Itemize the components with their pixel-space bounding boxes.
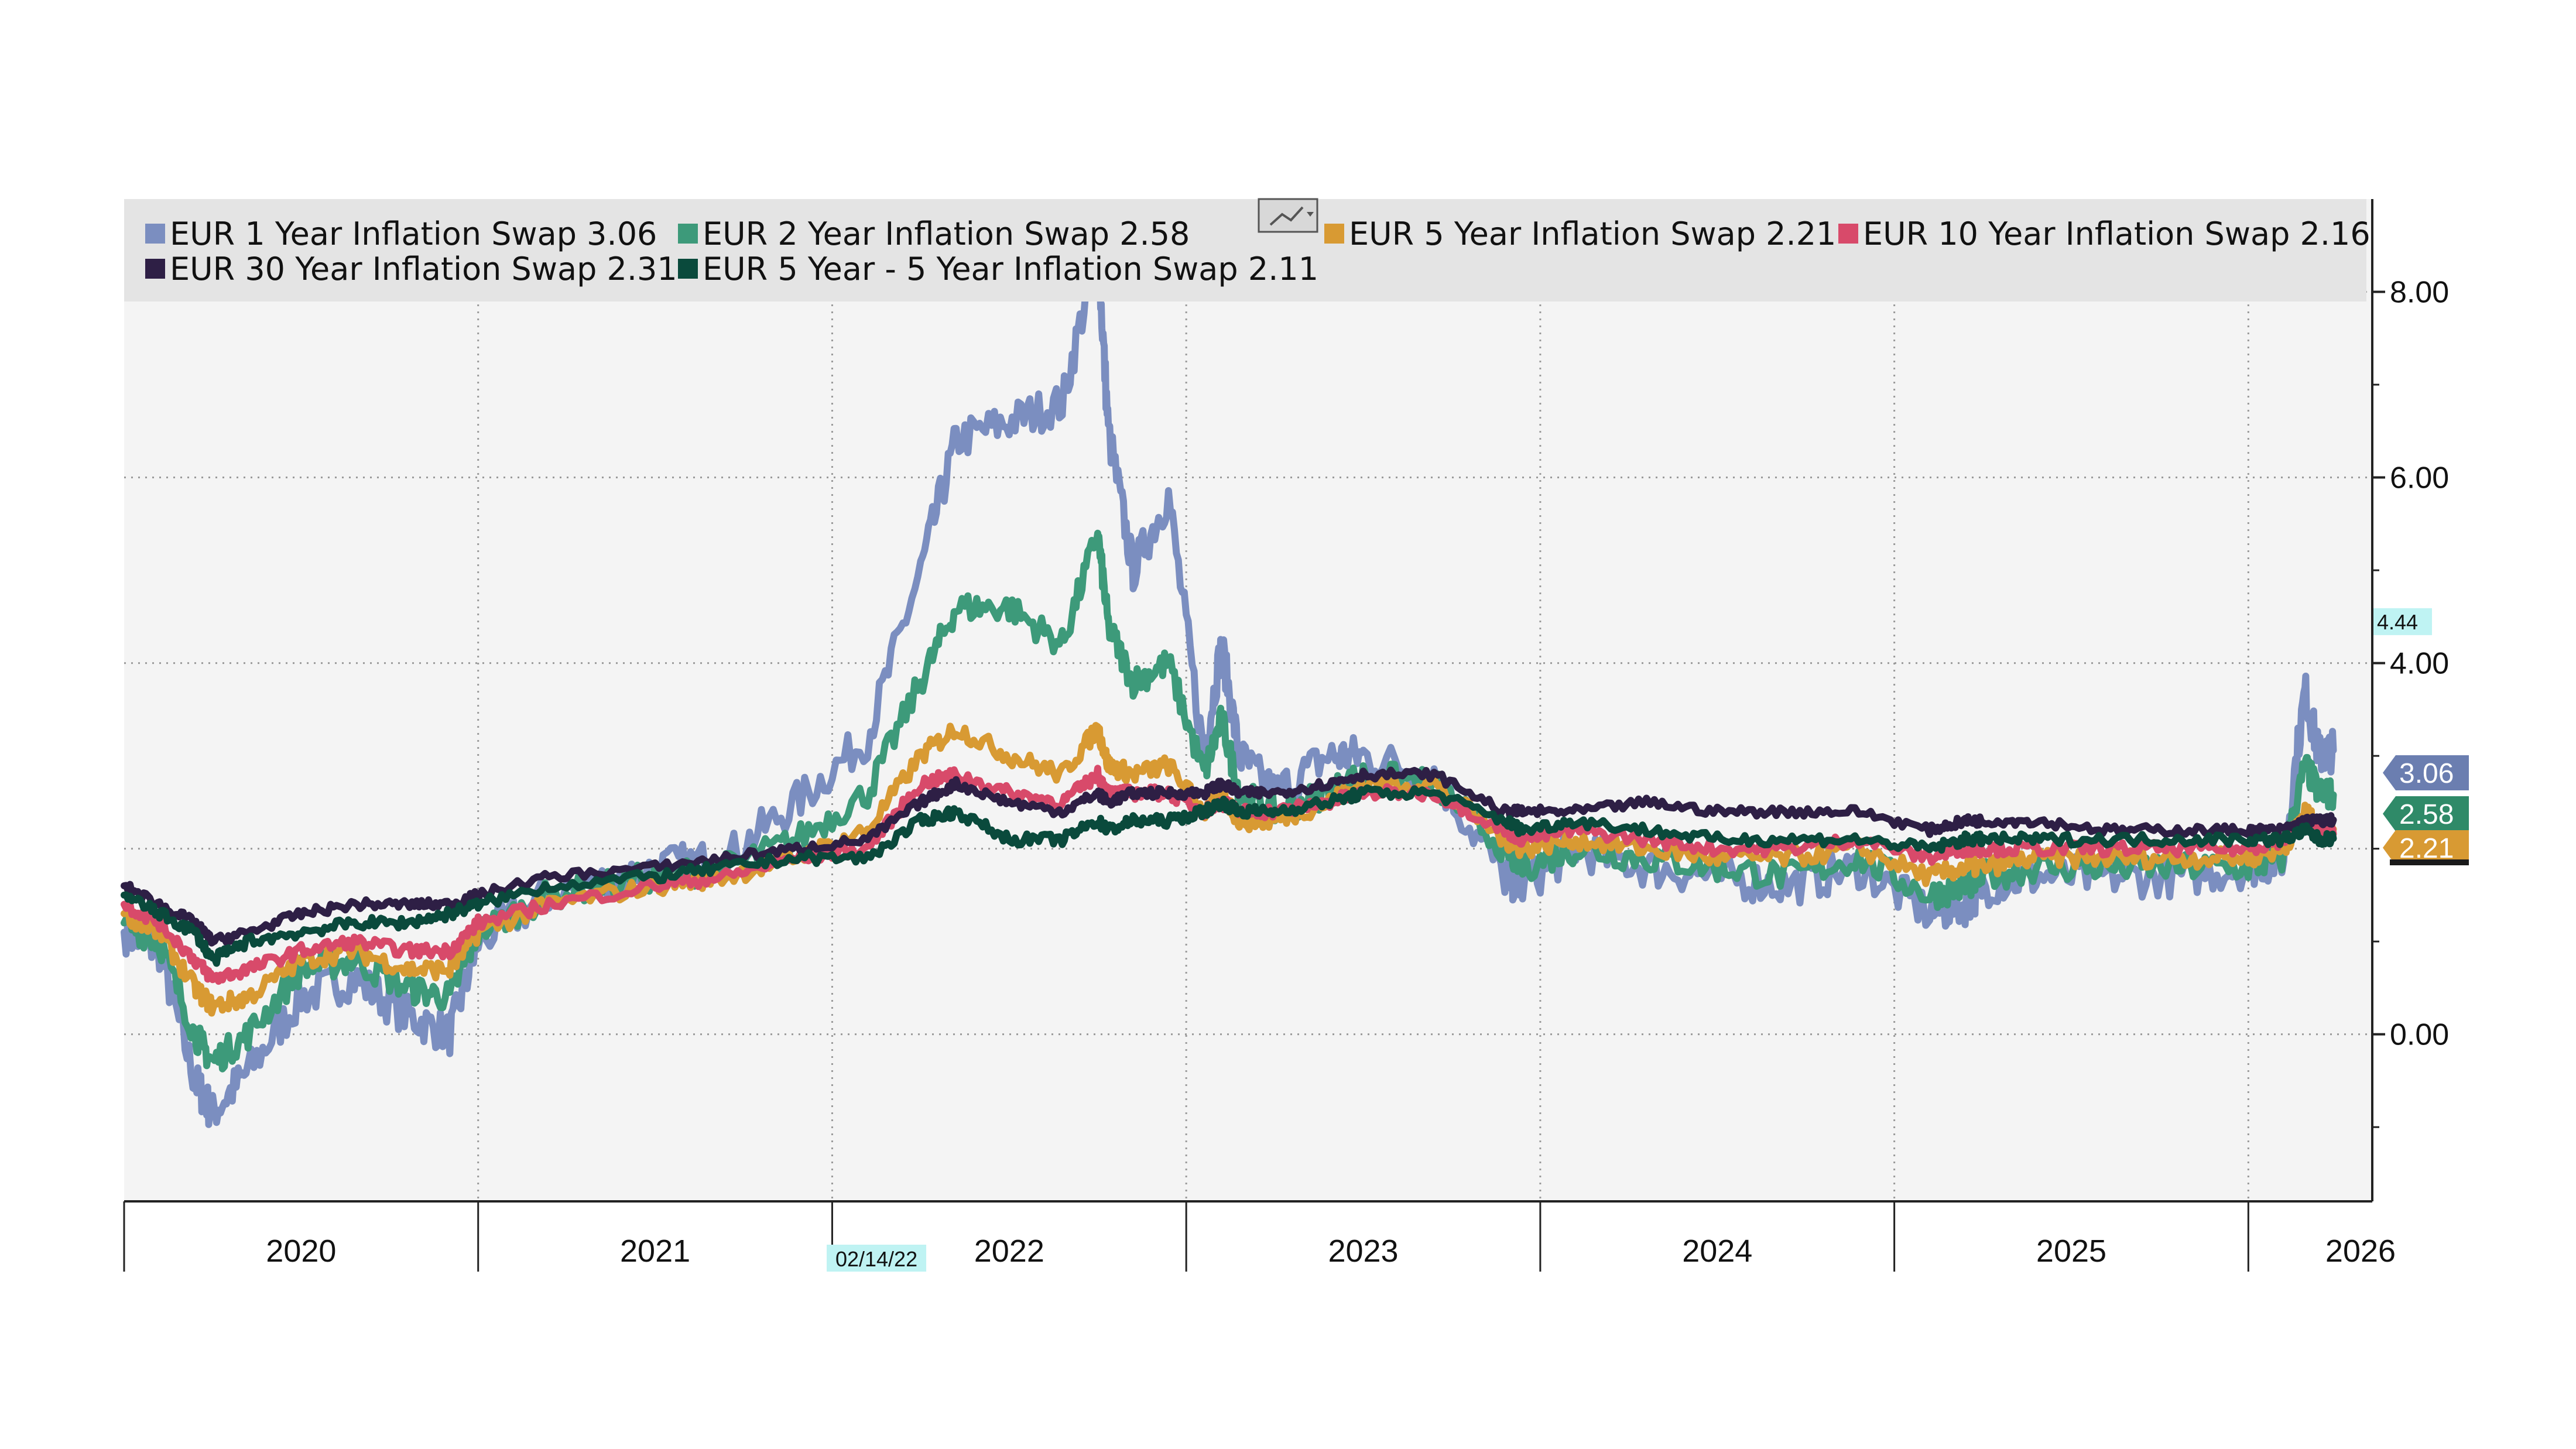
legend-label: EUR 5 Year Inflation Swap 2.21 <box>1349 215 1836 252</box>
plot-background <box>124 199 2372 1201</box>
crosshair-date-box <box>827 1245 927 1272</box>
stacked-tag-edge <box>2390 859 2469 865</box>
legend-swatch <box>1838 224 1858 244</box>
crosshair-value-box <box>2373 608 2432 635</box>
x-tick-label: 2022 <box>974 1234 1044 1269</box>
x-tick-label: 2025 <box>2036 1234 2106 1269</box>
y-tick-label: 8.00 <box>2390 276 2449 310</box>
legend-label: EUR 30 Year Inflation Swap 2.31 <box>170 251 677 287</box>
legend-swatch <box>1324 224 1344 244</box>
legend-swatch <box>678 224 698 244</box>
x-tick-label: 2024 <box>1682 1234 1752 1269</box>
last-value-tag <box>2383 796 2469 831</box>
series-line <box>121 784 2337 967</box>
y-tick-label: 6.00 <box>2390 461 2449 495</box>
legend-panel <box>124 199 2366 302</box>
y-tick-label: 4.00 <box>2390 647 2449 681</box>
last-value-tags: 3.06 2.582.21 <box>2383 755 2469 865</box>
series-line <box>121 232 2337 1128</box>
x-tick-label: 2026 <box>2325 1234 2396 1269</box>
legend-swatch <box>145 224 165 244</box>
series-layer <box>121 232 2337 1128</box>
x-tick-label: 2023 <box>1328 1234 1398 1269</box>
last-value-tag <box>2383 830 2469 865</box>
crosshair-value: 4.44 <box>2377 610 2418 634</box>
y-tick-label: 0.00 <box>2390 1018 2449 1052</box>
last-value-text: 3.06 <box>2399 758 2454 789</box>
legend-swatch <box>678 259 698 279</box>
last-value-tag <box>2383 755 2469 790</box>
legend-label: EUR 10 Year Inflation Swap 2.16 <box>1863 215 2371 252</box>
series-line <box>121 529 2337 1073</box>
legend-label: EUR 5 Year - 5 Year Inflation Swap 2.11 <box>703 251 1318 287</box>
series-line <box>121 766 2337 947</box>
last-value-text: 2.58 <box>2399 799 2454 830</box>
crosshair-date: 02/14/22 <box>835 1247 917 1271</box>
legend-label: EUR 1 Year Inflation Swap 3.06 <box>170 215 657 252</box>
last-value-text: 2.21 <box>2399 833 2454 864</box>
crosshair: 02/14/22 4.44 <box>827 608 2432 1272</box>
legend: EUR 1 Year Inflation Swap 3.06 EUR 2 Year… <box>145 215 2371 287</box>
chart-type-icon[interactable] <box>1258 198 1318 233</box>
x-tick-label: 2021 <box>620 1234 690 1269</box>
legend-label: EUR 2 Year Inflation Swap 2.58 <box>703 215 1190 252</box>
legend-swatch <box>145 259 165 279</box>
x-tick-label: 2020 <box>266 1234 336 1269</box>
